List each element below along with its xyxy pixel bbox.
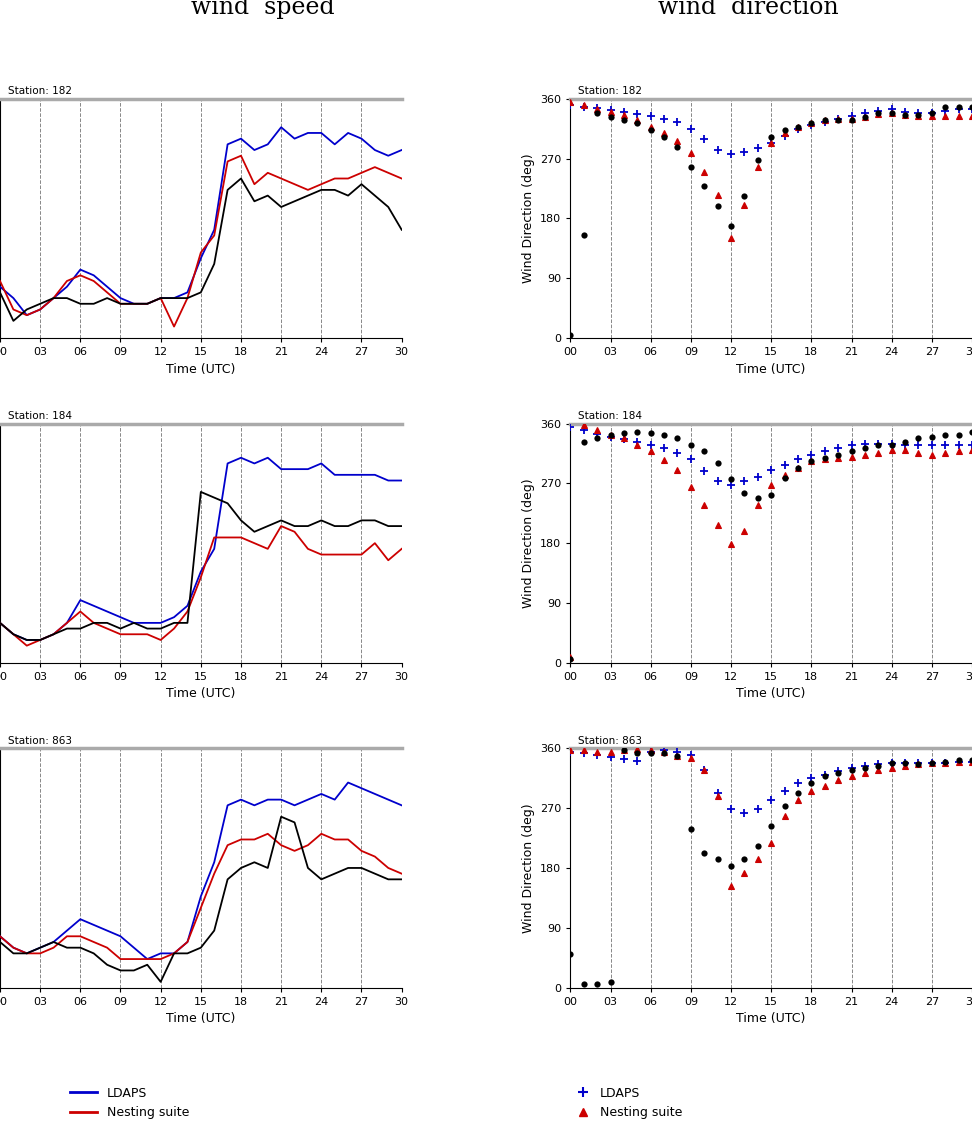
X-axis label: Time (UTC): Time (UTC)	[737, 362, 806, 376]
X-axis label: Time (UTC): Time (UTC)	[166, 1012, 235, 1025]
Text: Station: 182: Station: 182	[578, 86, 642, 96]
Text: Station: 863: Station: 863	[578, 736, 642, 745]
Y-axis label: Wind Direction (deg): Wind Direction (deg)	[522, 479, 535, 608]
Legend: LDAPS, Nesting suite, Observation: LDAPS, Nesting suite, Observation	[570, 1082, 687, 1121]
Y-axis label: Wind Direction (deg): Wind Direction (deg)	[522, 803, 535, 933]
X-axis label: Time (UTC): Time (UTC)	[737, 687, 806, 701]
Text: Station: 863: Station: 863	[8, 736, 72, 745]
X-axis label: Time (UTC): Time (UTC)	[166, 687, 235, 701]
Text: Station: 182: Station: 182	[8, 86, 72, 96]
Text: Station: 184: Station: 184	[8, 411, 72, 421]
Text: Station: 184: Station: 184	[578, 411, 642, 421]
X-axis label: Time (UTC): Time (UTC)	[166, 362, 235, 376]
Text: wind  speed: wind speed	[191, 0, 334, 19]
X-axis label: Time (UTC): Time (UTC)	[737, 1012, 806, 1025]
Y-axis label: Wind Direction (deg): Wind Direction (deg)	[522, 154, 535, 284]
Text: wind  direction: wind direction	[658, 0, 839, 19]
